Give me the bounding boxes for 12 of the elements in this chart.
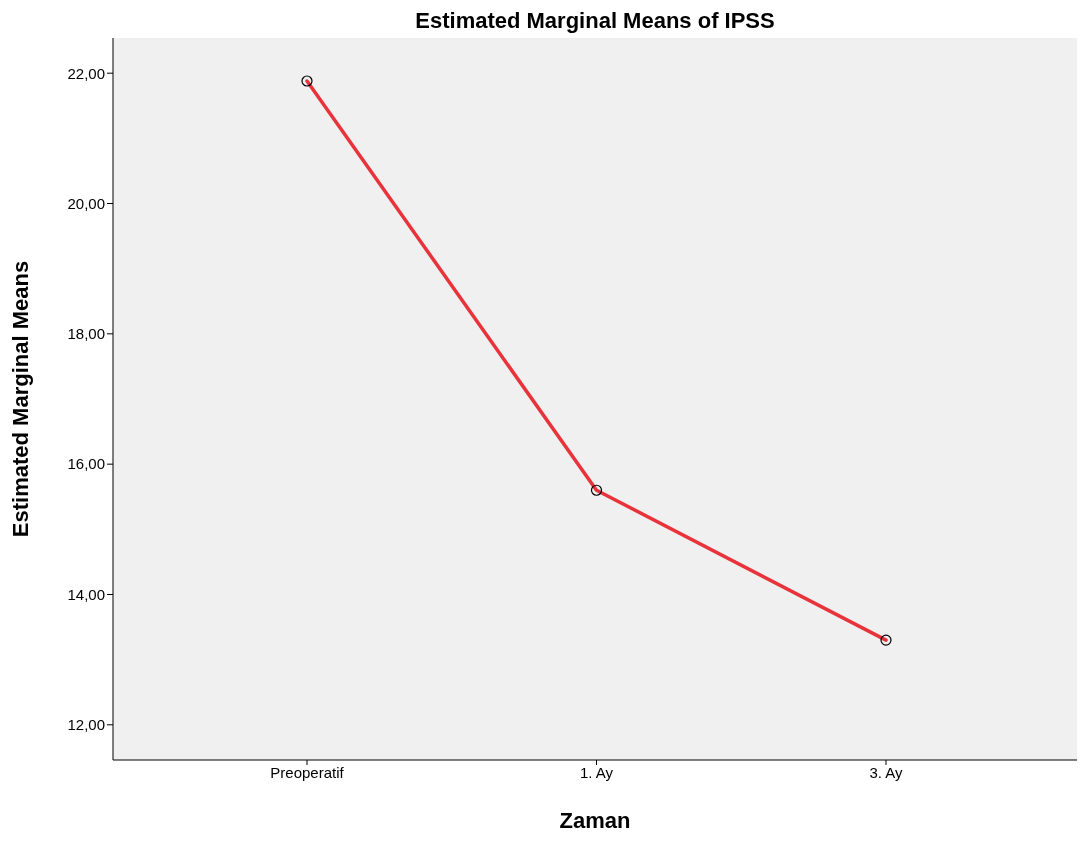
y-tick-label: 12,00 — [67, 716, 105, 734]
y-tick-label: 16,00 — [67, 455, 105, 473]
y-tick-label: 22,00 — [67, 64, 105, 82]
x-tick-label: 3. Ay — [869, 763, 904, 781]
y-tick-label: 20,00 — [67, 194, 105, 212]
y-tick-label: 14,00 — [67, 585, 105, 603]
x-tick-label: Preoperatif — [270, 763, 345, 781]
y-tick-label: 18,00 — [67, 325, 105, 343]
x-tick-label: 1. Ay — [579, 763, 614, 781]
y-axis-title: Estimated Marginal Means — [7, 260, 33, 538]
chart-title: Estimated Marginal Means of IPSS — [414, 8, 776, 34]
x-axis-title: Zaman — [559, 808, 631, 833]
